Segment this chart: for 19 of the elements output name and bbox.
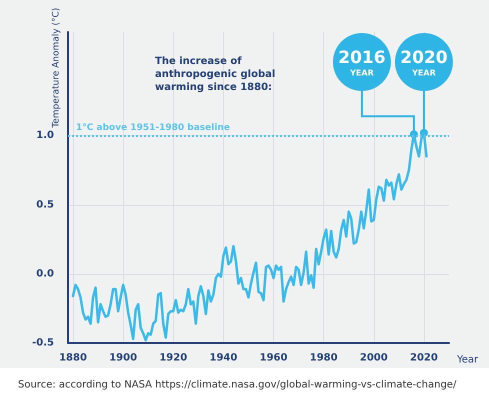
x-tick-label: 1880 [59, 352, 87, 364]
y-tick-label: 1.0 [36, 130, 54, 142]
x-tick-label: 1900 [109, 352, 138, 364]
x-tick-label: 1960 [260, 352, 288, 364]
ref-line-label: 1°C above 1951-1980 baseline [76, 123, 230, 134]
annotation: 2016 YEAR [338, 48, 386, 78]
x-tick-label: 1980 [310, 352, 338, 364]
y-tick-label: -0.5 [32, 338, 54, 348]
y-tick-label: 0.0 [36, 268, 54, 280]
annotation: 2020 YEAR [400, 48, 448, 78]
x-axis-title: Year [456, 354, 480, 366]
x-tick-label: 1920 [159, 352, 188, 364]
x-tick-label: 2020 [410, 352, 438, 364]
source-note: Source: according to NASA https://climate.nasa.gov/global-warming-vs-climate-change/ [18, 380, 457, 390]
x-tick-label: 2000 [360, 352, 388, 364]
y-tick-label: 0.5 [36, 199, 54, 210]
y-axis-title: Temperature Anomaly (°C) [52, 8, 62, 129]
text: The increase of anthropogenic global warming since 1880: [155, 56, 279, 93]
x-tick-label: 1940 [209, 352, 238, 364]
